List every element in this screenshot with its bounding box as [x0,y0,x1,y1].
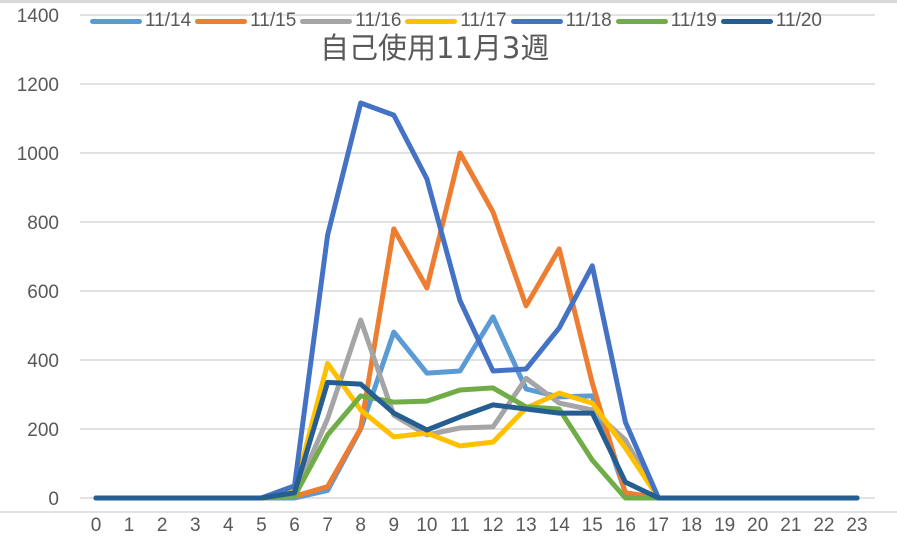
x-tick-label: 18 [681,515,702,536]
x-tick-label: 13 [516,515,537,536]
legend-swatch-icon [615,18,668,24]
x-tick-label: 5 [256,515,267,536]
legend-item: 11/20 [720,10,824,32]
x-tick-label: 22 [813,515,834,536]
series-line-11-17 [93,360,860,501]
legend-item: 11/19 [615,10,719,32]
series-lines [93,100,860,501]
x-tick-label: 2 [157,515,168,536]
y-tick-label: 1200 [17,75,59,96]
legend-item: 11/15 [195,10,298,32]
legend-label: 11/17 [460,10,507,31]
x-tick-label: 10 [416,515,437,536]
legend-item: 11/17 [405,10,508,32]
x-tick-label: 1 [124,515,135,536]
y-tick-label: 200 [27,420,59,441]
chart-top-border [0,0,897,3]
x-tick-label: 14 [549,515,571,536]
legend-item: 11/14 [90,10,193,32]
legend-label: 11/19 [670,10,717,31]
legend-swatch-icon [720,18,773,24]
x-tick-label: 4 [223,515,234,536]
x-tick-label: 7 [322,515,333,536]
x-tick-label: 6 [289,515,300,536]
y-tick-label: 400 [27,351,59,372]
x-tick-label: 0 [91,515,102,536]
chart-title: 自己使用11月3週 [320,31,550,65]
legend-item: 11/16 [300,10,403,32]
x-tick-label: 3 [190,515,201,536]
x-axis-tick-labels: 0 1 2 3 4 5 6 7 8 9 10 11 12 13 14 15 16 17 18 19 20 21 22 23 [91,515,868,536]
x-tick-label: 8 [355,515,366,536]
legend-label: 11/14 [145,10,192,31]
legend-swatch-icon [405,18,458,24]
series-line-11-20 [93,379,860,501]
y-tick-label: 0 [48,489,59,510]
legend-label: 11/15 [250,10,297,31]
x-tick-label: 17 [648,515,669,536]
x-tick-label: 21 [780,515,801,536]
legend-label: 11/20 [775,10,822,31]
y-tick-label: 800 [27,213,59,234]
series-line-11-14 [93,314,860,501]
x-tick-label: 12 [482,515,503,536]
x-tick-label: 9 [388,515,399,536]
legend-label: 11/16 [355,10,402,31]
y-axis-tick-labels: 0 200 400 600 800 1000 1200 1400 [17,6,59,510]
x-tick-label: 11 [450,515,470,536]
x-tick-label: 20 [747,515,768,536]
legend-label: 11/18 [565,10,612,31]
y-tick-label: 1400 [17,6,59,27]
x-tick-label: 19 [714,515,735,536]
legend-swatch-icon [90,18,142,24]
series-line-11-18 [93,100,860,501]
x-tick-label: 16 [615,515,636,536]
legend-swatch-icon [300,18,353,24]
legend-swatch-icon [195,18,248,24]
x-tick-label: 15 [582,515,603,536]
legend: 11/14 11/15 11/16 11/17 11/18 11/19 11/20 [90,10,826,32]
legend-swatch-icon [510,18,563,24]
legend-item: 11/18 [510,10,614,32]
y-tick-label: 600 [27,282,59,303]
x-tick-label: 23 [846,515,867,536]
y-tick-label: 1000 [17,144,59,165]
